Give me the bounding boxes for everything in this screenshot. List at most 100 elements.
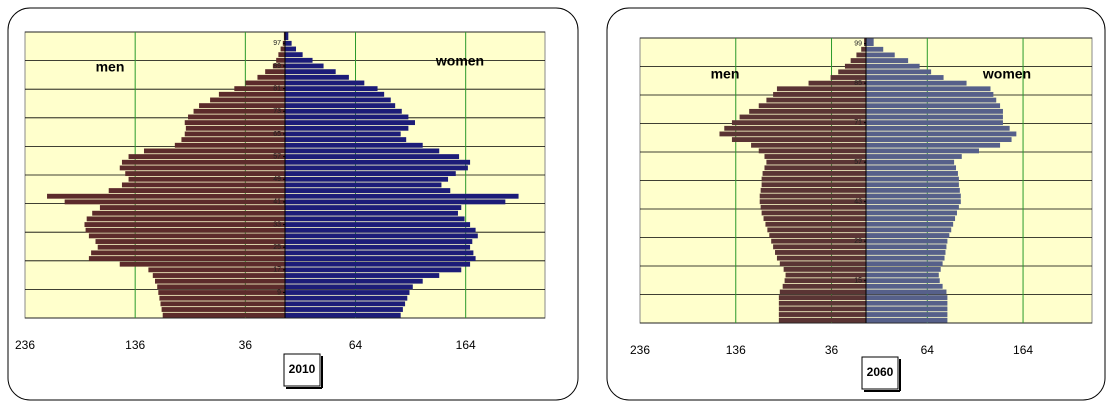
bar [85, 227, 285, 233]
bar [866, 300, 948, 306]
bar [759, 193, 866, 199]
bar [285, 80, 365, 86]
card [7, 7, 579, 401]
card [606, 7, 1106, 401]
bar [844, 63, 866, 69]
bar [285, 97, 391, 103]
y-tick-label: 71 [854, 119, 862, 126]
bar [866, 283, 943, 289]
bar [866, 103, 1001, 109]
bar [866, 154, 962, 159]
bar [285, 154, 460, 160]
bar [88, 233, 285, 239]
bar [285, 227, 476, 233]
bar [784, 278, 866, 284]
bar [866, 108, 1003, 114]
bar [773, 92, 866, 97]
bar [778, 317, 866, 323]
bar [285, 222, 471, 227]
bar [272, 63, 285, 69]
bar [95, 239, 285, 244]
bar [174, 142, 285, 148]
bar [866, 120, 1003, 126]
bar [285, 171, 456, 177]
bar [856, 52, 866, 58]
bar [866, 295, 948, 301]
bar [763, 216, 866, 222]
y-tick-label: 99 [854, 40, 862, 47]
bar [121, 159, 285, 165]
bar [767, 227, 866, 233]
bar [128, 176, 285, 182]
bar [866, 97, 997, 103]
bar [866, 63, 920, 69]
bar [866, 199, 961, 205]
y-tick-label: 57 [854, 159, 862, 166]
bar [778, 306, 866, 312]
bar [92, 210, 285, 216]
bar [143, 148, 285, 154]
bar [285, 46, 297, 52]
bar [148, 267, 285, 273]
bar [285, 40, 292, 46]
x-tick-label: 64 [921, 343, 935, 357]
bar [84, 222, 286, 227]
bar [193, 108, 285, 114]
bar [866, 278, 940, 284]
bar [771, 238, 866, 244]
bar [285, 199, 506, 205]
bar [866, 204, 959, 210]
bar [285, 205, 462, 210]
bar [866, 131, 1017, 137]
bar [866, 227, 952, 233]
bar [760, 204, 866, 210]
chart-title: 2060 [867, 365, 894, 379]
bar [775, 250, 866, 255]
bar [285, 295, 408, 301]
bar [285, 159, 471, 165]
bar [866, 244, 947, 250]
bar [866, 261, 943, 267]
bar [866, 221, 954, 227]
bar [285, 250, 474, 256]
bar [161, 307, 285, 312]
y-tick-label: 43 [854, 199, 862, 206]
bar [285, 120, 415, 126]
x-tick-label: 236 [630, 343, 650, 357]
bar [866, 233, 950, 238]
bar [97, 244, 286, 250]
bar [185, 125, 285, 131]
bar [86, 216, 285, 222]
bar [724, 125, 866, 131]
bar [719, 131, 866, 137]
bar [119, 165, 286, 171]
bar [761, 182, 866, 188]
legend-label: women [435, 53, 484, 69]
bar [285, 278, 423, 284]
bar [765, 221, 866, 227]
bar [285, 193, 519, 199]
bar [866, 193, 961, 199]
bar [285, 188, 451, 194]
bar [128, 154, 285, 160]
bar [866, 92, 994, 97]
bar [285, 216, 465, 222]
bar [47, 193, 285, 199]
bar [285, 233, 478, 239]
bar [773, 244, 866, 250]
bar [285, 32, 289, 41]
bar [764, 165, 866, 171]
x-tick-label: 136 [726, 343, 746, 357]
bar [285, 165, 468, 171]
bar [866, 317, 948, 323]
bar [234, 86, 285, 92]
legend-label: men [711, 66, 740, 82]
bar [866, 171, 958, 176]
bar [285, 114, 409, 120]
bar [285, 261, 471, 267]
bar [866, 80, 967, 86]
bar [285, 69, 336, 75]
year-box [861, 356, 899, 390]
legend-label: women [982, 66, 1031, 82]
bar [285, 290, 410, 295]
